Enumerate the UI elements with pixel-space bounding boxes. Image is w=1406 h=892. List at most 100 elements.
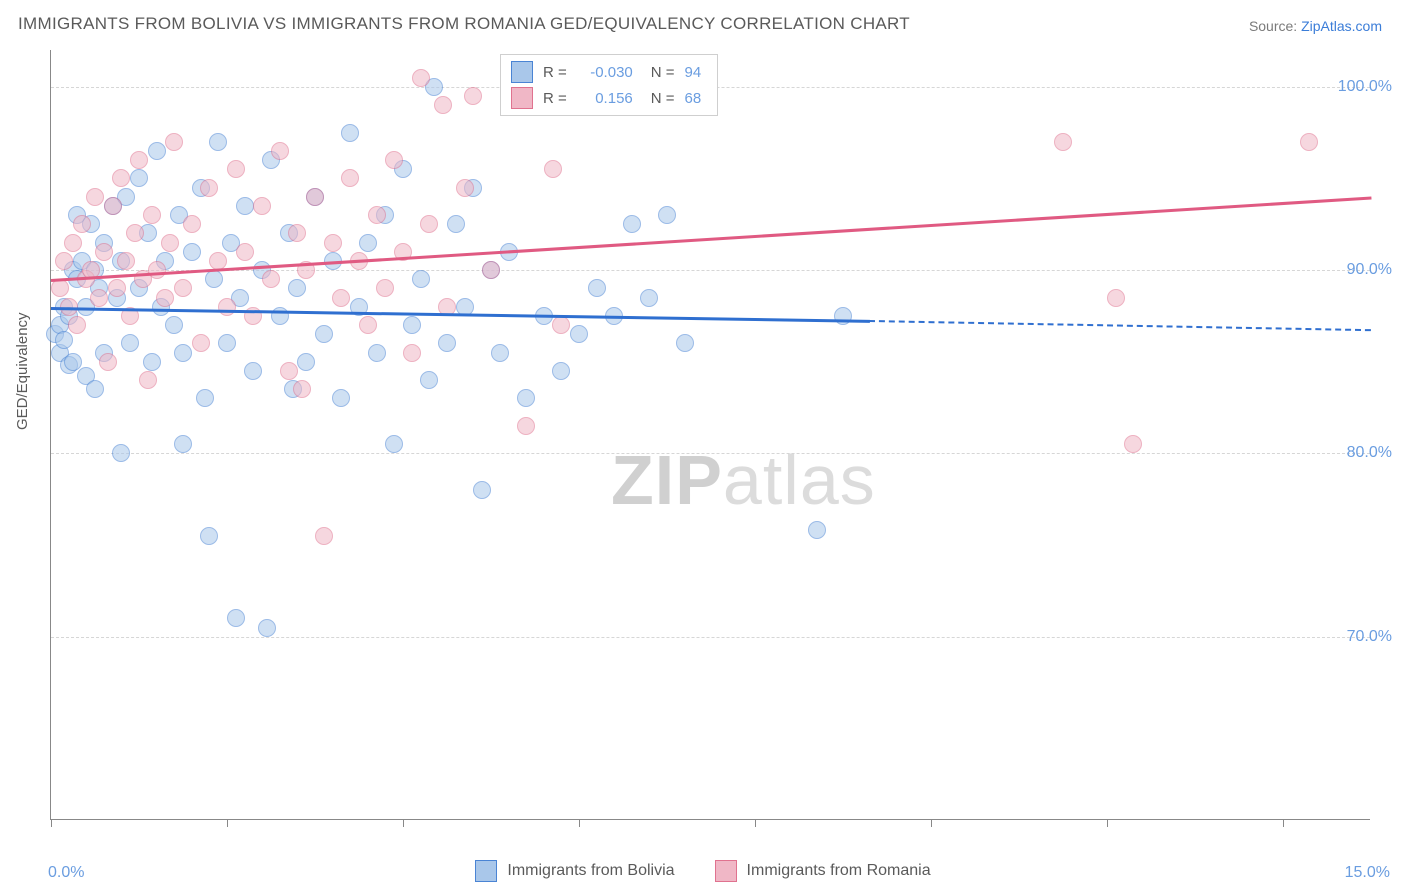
data-point xyxy=(104,197,122,215)
data-point xyxy=(288,224,306,242)
data-point xyxy=(297,353,315,371)
data-point xyxy=(280,362,298,380)
data-point xyxy=(412,270,430,288)
data-point xyxy=(174,279,192,297)
data-point xyxy=(623,215,641,233)
data-point xyxy=(86,380,104,398)
x-tick xyxy=(1107,819,1108,827)
data-point xyxy=(385,151,403,169)
data-point xyxy=(99,353,117,371)
swatch-bolivia xyxy=(511,61,533,83)
data-point xyxy=(544,160,562,178)
data-point xyxy=(174,435,192,453)
data-point xyxy=(143,353,161,371)
data-point xyxy=(200,527,218,545)
data-point xyxy=(434,96,452,114)
r-label: R = xyxy=(543,90,567,107)
data-point xyxy=(148,261,166,279)
data-point xyxy=(420,371,438,389)
data-point xyxy=(262,270,280,288)
data-point xyxy=(1107,289,1125,307)
data-point xyxy=(570,325,588,343)
correlation-stats-legend: R = -0.030 N = 94 R = 0.156 N = 68 xyxy=(500,54,718,116)
data-point xyxy=(236,197,254,215)
data-point xyxy=(552,362,570,380)
x-tick xyxy=(403,819,404,827)
data-point xyxy=(55,331,73,349)
data-point xyxy=(315,325,333,343)
data-point xyxy=(676,334,694,352)
data-point xyxy=(368,206,386,224)
source-link[interactable]: ZipAtlas.com xyxy=(1301,18,1382,34)
data-point xyxy=(55,252,73,270)
data-point xyxy=(143,206,161,224)
data-point xyxy=(86,188,104,206)
x-tick-label-min: 0.0% xyxy=(48,864,84,882)
watermark: ZIPatlas xyxy=(611,440,876,520)
data-point xyxy=(112,444,130,462)
data-point xyxy=(126,224,144,242)
x-tick xyxy=(931,819,932,827)
data-point xyxy=(332,389,350,407)
data-point xyxy=(121,334,139,352)
data-point xyxy=(359,234,377,252)
data-point xyxy=(447,215,465,233)
legend-swatch-bolivia xyxy=(475,860,497,882)
data-point xyxy=(403,316,421,334)
stats-row-bolivia: R = -0.030 N = 94 xyxy=(511,59,701,85)
data-point xyxy=(64,353,82,371)
data-point xyxy=(90,289,108,307)
data-point xyxy=(218,298,236,316)
data-point xyxy=(306,188,324,206)
data-point xyxy=(68,316,86,334)
data-point xyxy=(1124,435,1142,453)
data-point xyxy=(640,289,658,307)
x-tick xyxy=(227,819,228,827)
data-point xyxy=(658,206,676,224)
data-point xyxy=(403,344,421,362)
data-point xyxy=(227,160,245,178)
data-point xyxy=(315,527,333,545)
data-point xyxy=(73,215,91,233)
legend-label-romania: Immigrants from Romania xyxy=(747,862,931,880)
data-point xyxy=(385,435,403,453)
data-point xyxy=(112,169,130,187)
data-point xyxy=(200,179,218,197)
data-point xyxy=(130,151,148,169)
data-point xyxy=(244,362,262,380)
data-point xyxy=(376,279,394,297)
data-point xyxy=(205,270,223,288)
x-tick xyxy=(51,819,52,827)
n-label: N = xyxy=(651,90,675,107)
data-point xyxy=(196,389,214,407)
data-point xyxy=(130,169,148,187)
data-point xyxy=(412,69,430,87)
data-point xyxy=(341,124,359,142)
data-point xyxy=(491,344,509,362)
data-point xyxy=(236,243,254,261)
data-point xyxy=(1300,133,1318,151)
y-tick-label: 70.0% xyxy=(1347,628,1392,646)
regression-line xyxy=(869,320,1371,331)
y-axis-label: GED/Equivalency xyxy=(14,312,31,430)
data-point xyxy=(359,316,377,334)
data-point xyxy=(117,252,135,270)
data-point xyxy=(253,197,271,215)
r-label: R = xyxy=(543,64,567,81)
data-point xyxy=(288,279,306,297)
swatch-romania xyxy=(511,87,533,109)
data-point xyxy=(139,371,157,389)
data-point xyxy=(174,344,192,362)
y-tick-label: 100.0% xyxy=(1338,78,1392,96)
data-point xyxy=(324,234,342,252)
data-point xyxy=(808,521,826,539)
legend-swatch-romania xyxy=(715,860,737,882)
legend-item-romania: Immigrants from Romania xyxy=(715,860,931,882)
stats-row-romania: R = 0.156 N = 68 xyxy=(511,85,701,111)
series-legend: Immigrants from Bolivia Immigrants from … xyxy=(0,860,1406,882)
data-point xyxy=(165,133,183,151)
source-attribution: Source: ZipAtlas.com xyxy=(1249,18,1382,34)
data-point xyxy=(588,279,606,297)
data-point xyxy=(482,261,500,279)
r-value-romania: 0.156 xyxy=(577,90,633,107)
